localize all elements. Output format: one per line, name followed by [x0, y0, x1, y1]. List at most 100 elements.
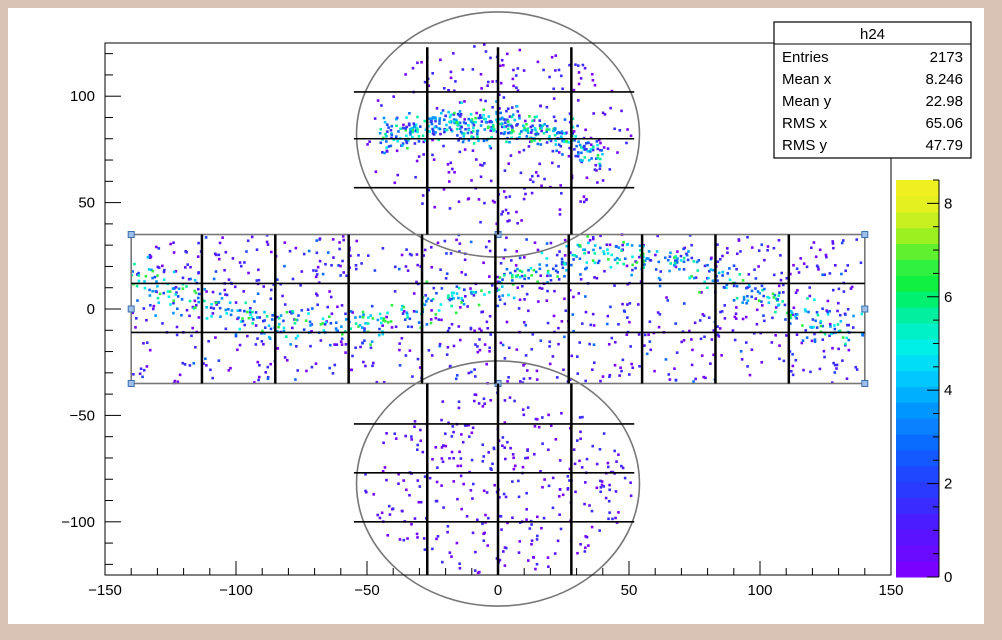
hist-point — [617, 246, 621, 249]
palette-swatch — [896, 481, 939, 499]
hist-point — [618, 374, 621, 377]
hist-point — [530, 140, 533, 143]
hist-point — [450, 297, 454, 301]
hist-point — [501, 444, 504, 448]
hist-point — [690, 274, 693, 278]
hist-point — [482, 539, 486, 543]
hist-point — [283, 356, 287, 359]
hist-point — [504, 546, 508, 550]
palette-swatch — [896, 545, 939, 562]
hist-point — [143, 280, 146, 283]
hist-point — [545, 130, 549, 133]
hist-point — [428, 117, 432, 120]
hist-point — [419, 500, 423, 504]
hist-point — [815, 311, 819, 314]
hist-point — [725, 283, 729, 287]
palette-swatch — [896, 497, 939, 514]
hist-point — [568, 288, 572, 292]
hist-point — [269, 297, 273, 301]
hist-point — [558, 250, 561, 253]
hist-point — [438, 127, 442, 131]
hist-point — [716, 279, 719, 282]
hist-point — [291, 311, 295, 315]
hist-point — [438, 342, 442, 346]
hist-point — [461, 68, 465, 71]
palette-swatch — [896, 338, 939, 356]
hist-point — [631, 263, 635, 267]
hist-point — [509, 154, 513, 157]
hist-point — [337, 264, 340, 267]
hist-point — [316, 265, 320, 269]
hist-point — [448, 207, 452, 210]
palette-swatch — [896, 275, 939, 292]
hist-point — [613, 284, 616, 287]
palette-swatch — [896, 418, 939, 435]
hist-point — [131, 311, 134, 315]
hist-point — [495, 110, 498, 114]
hist-point — [547, 128, 551, 131]
hist-point — [776, 298, 780, 301]
hist-point — [410, 325, 414, 329]
hist-point — [261, 319, 265, 323]
hist-point — [522, 364, 525, 367]
hist-point — [524, 119, 527, 123]
hist-point — [779, 278, 783, 282]
hist-point — [211, 290, 215, 294]
hist-point — [446, 163, 450, 166]
hist-point — [536, 280, 539, 284]
hist-point — [682, 260, 686, 264]
hist-point — [413, 420, 417, 423]
hist-point — [481, 459, 485, 463]
hist-point — [645, 352, 649, 356]
hist-point — [845, 377, 849, 380]
hist-point — [283, 303, 287, 306]
hist-point — [398, 364, 402, 367]
hist-point — [557, 68, 561, 72]
palette-swatch — [896, 449, 939, 467]
palette-swatch — [896, 465, 939, 483]
hist-point — [294, 318, 297, 321]
hist-point — [180, 313, 183, 317]
hist-point — [506, 380, 509, 383]
hist-point — [312, 269, 315, 272]
hist-point — [508, 131, 512, 134]
hist-point — [478, 348, 482, 352]
hist-point — [859, 261, 863, 265]
hist-point — [557, 165, 560, 168]
hist-point — [488, 346, 491, 350]
hist-point — [363, 339, 366, 342]
hist-point — [560, 260, 564, 264]
hist-point — [726, 272, 730, 275]
hist-point — [482, 43, 486, 46]
hist-point — [371, 364, 374, 368]
hist-point — [172, 270, 176, 274]
hist-point — [363, 327, 366, 330]
hist-point — [599, 486, 603, 489]
hist-point — [397, 482, 400, 485]
hist-point — [515, 348, 519, 351]
hist-point — [386, 123, 389, 126]
hist-point — [486, 326, 490, 330]
hist-point — [649, 348, 653, 352]
hist-point — [554, 119, 557, 123]
hist-point — [585, 261, 589, 264]
x-tick-label: −150 — [88, 582, 122, 599]
hist-point — [425, 300, 428, 303]
hist-point — [524, 323, 528, 327]
hist-point — [491, 105, 494, 109]
x-tick-label: 50 — [621, 582, 638, 599]
hist-point — [559, 144, 563, 148]
hist-point — [450, 322, 454, 326]
hist-point — [445, 123, 448, 127]
hist-point — [413, 142, 417, 145]
hist-point — [458, 127, 462, 131]
hist-point — [196, 287, 200, 291]
hist-point — [439, 303, 443, 306]
hist-point — [805, 265, 809, 269]
hist-point — [502, 492, 506, 496]
hist-point — [467, 197, 471, 200]
hist-point — [606, 248, 609, 251]
hist-point — [406, 146, 409, 150]
hist-point — [842, 290, 846, 293]
